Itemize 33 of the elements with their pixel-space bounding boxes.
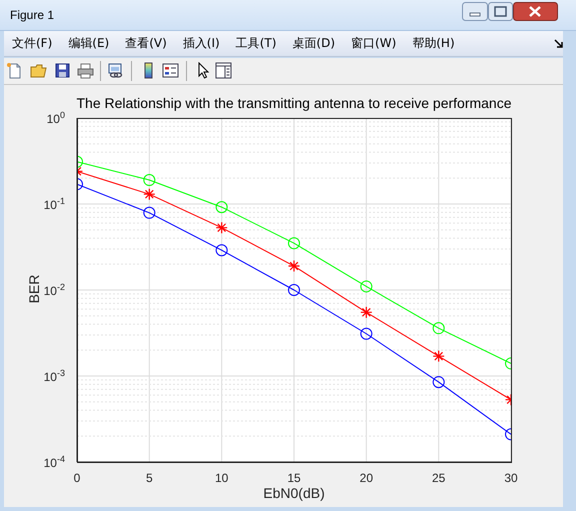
y-tick-label: 10$^{-2}$ [44, 282, 65, 298]
point [432, 322, 445, 334]
point [432, 376, 445, 388]
point [288, 260, 300, 272]
y-tick-label: 10$^{-1}$ [44, 196, 65, 212]
caption: Figure 1 [10, 8, 54, 22]
x-tick-label: 0 [74, 471, 81, 485]
point [432, 350, 445, 362]
y-tick-label: 10$^{0}$ [46, 110, 65, 126]
x-tick-label: 25 [432, 471, 446, 485]
x-tick-label: 30 [504, 471, 518, 485]
point [143, 174, 156, 186]
point [288, 284, 300, 296]
x-tick-label: 5 [146, 471, 153, 485]
y-tick-label: 10$^{-3}$ [44, 368, 65, 384]
point [360, 280, 372, 292]
x-tick-label: 10 [214, 471, 229, 485]
point [143, 188, 156, 200]
point [360, 306, 372, 318]
point [360, 328, 372, 340]
point [288, 237, 300, 250]
title-bar: Figure 1 [0, 0, 576, 31]
x-tick-label: 20 [360, 471, 374, 485]
y-axis-title: BER [26, 274, 42, 306]
point [143, 206, 156, 219]
point [216, 222, 228, 234]
y-tick-label: 10$^{-4}$ [44, 454, 65, 470]
point [216, 201, 228, 214]
point [216, 244, 228, 256]
x-tick-label: 15 [287, 471, 301, 485]
x-axis-title: EbN0(dB) [262, 485, 326, 501]
menu-bar: 文件(F) 编辑(E) 查看(V) 插入(I) 工具(T) 桌面(D) 窗口(W) 帮助(H) [4, 31, 563, 57]
chart-title: The Relationship with the transmitting antenna to receive performance [75, 95, 512, 111]
